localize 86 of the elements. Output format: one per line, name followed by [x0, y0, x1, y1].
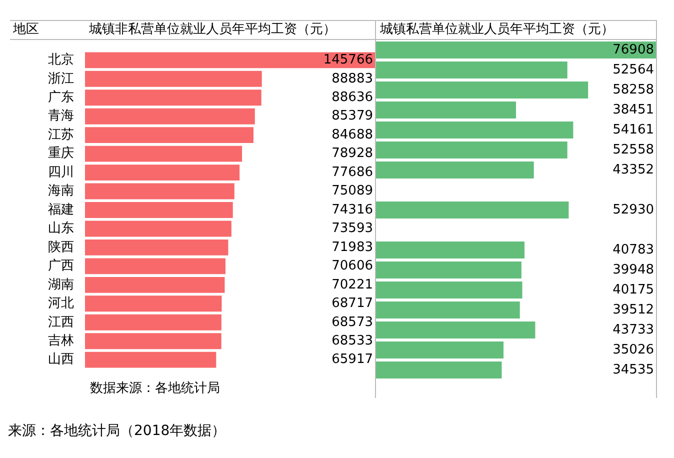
bar	[376, 242, 524, 258]
data-label: 70221	[332, 277, 373, 292]
data-label: 43733	[612, 322, 654, 338]
bar	[85, 183, 234, 200]
bar	[85, 146, 242, 162]
data-label: 70606	[332, 258, 373, 274]
source-note: 数据来源：各地统计局	[89, 380, 221, 398]
bar	[376, 362, 502, 378]
bar	[85, 333, 222, 350]
bar	[376, 342, 504, 358]
bar	[376, 322, 536, 338]
data-label: 71983	[332, 240, 373, 255]
bar	[376, 62, 568, 78]
bar	[376, 202, 569, 218]
data-label: 88636	[332, 90, 373, 105]
y-tick-label: 陕西	[48, 240, 74, 255]
bar	[376, 282, 522, 298]
bar	[85, 52, 375, 68]
y-tick-label: 青海	[48, 108, 74, 124]
y-tick-label: 山东	[48, 221, 74, 236]
data-label: 68717	[332, 296, 373, 312]
bar	[376, 302, 520, 318]
bar	[85, 276, 225, 293]
bar	[85, 164, 240, 180]
y-tick-label: 山西	[48, 352, 74, 368]
data-label: 34535	[612, 362, 654, 378]
data-label: 39512	[612, 302, 654, 318]
bar	[376, 162, 534, 178]
bar	[85, 314, 222, 330]
data-label: 40783	[612, 242, 654, 258]
y-tick-label: 吉林	[48, 333, 74, 348]
data-label: 54161	[612, 122, 654, 138]
bar	[85, 296, 222, 312]
y-tick-label: 福建	[48, 202, 74, 218]
y-tick-label: 江西	[48, 314, 74, 330]
data-label: 38451	[612, 102, 654, 118]
data-label: 74316	[332, 202, 373, 218]
y-tick-label: 湖南	[48, 277, 74, 292]
data-label: 52564	[612, 62, 654, 78]
y-tick-label: 江苏	[48, 127, 74, 142]
source-note: 来源：各地统计局（2018年数据）	[8, 422, 226, 440]
data-label: 76908	[612, 42, 654, 58]
bar	[85, 127, 254, 144]
y-tick-label: 浙江	[48, 71, 74, 86]
data-label: 43352	[612, 162, 654, 178]
data-label: 145766	[323, 52, 373, 68]
data-label: 84688	[332, 127, 373, 142]
bar	[85, 90, 262, 106]
data-label: 65917	[332, 352, 373, 368]
data-label: 35026	[612, 342, 654, 358]
bar	[376, 142, 568, 158]
bar	[85, 70, 262, 87]
data-label: 88883	[332, 71, 373, 86]
y-tick-label: 北京	[48, 52, 74, 68]
data-label: 73593	[332, 221, 373, 236]
data-label: 52930	[612, 202, 654, 218]
bar	[85, 352, 216, 368]
bar	[85, 240, 228, 256]
y-tick-label: 广东	[48, 90, 74, 105]
y-tick-label: 广西	[48, 258, 74, 274]
bar	[376, 42, 656, 58]
y-tick-label: 重庆	[48, 146, 74, 162]
chart-title: 城镇非私营单位就业人员年平均工资（元）	[88, 21, 336, 39]
data-label: 75089	[332, 184, 373, 199]
bar	[376, 102, 516, 118]
data-label: 39948	[612, 262, 654, 278]
y-tick-label: 海南	[48, 184, 74, 199]
bar	[85, 220, 232, 237]
bar	[85, 108, 255, 124]
data-label: 68533	[332, 333, 373, 348]
data-label: 40175	[612, 282, 654, 298]
bar	[85, 258, 226, 274]
data-label: 52558	[612, 142, 654, 158]
data-label: 68573	[332, 314, 373, 330]
bar	[85, 202, 233, 218]
data-label: 77686	[332, 164, 373, 180]
data-label: 85379	[332, 108, 373, 124]
data-label: 78928	[332, 146, 373, 162]
chart-title: 城镇私营单位就业人员年平均工资（元）	[379, 21, 614, 39]
y-tick-label: 河北	[48, 296, 74, 312]
y-axis-title: 地区	[12, 21, 40, 39]
data-label: 58258	[612, 82, 654, 98]
y-tick-label: 四川	[48, 164, 74, 180]
bar	[376, 122, 574, 138]
bar	[376, 82, 588, 98]
bar	[376, 262, 522, 278]
